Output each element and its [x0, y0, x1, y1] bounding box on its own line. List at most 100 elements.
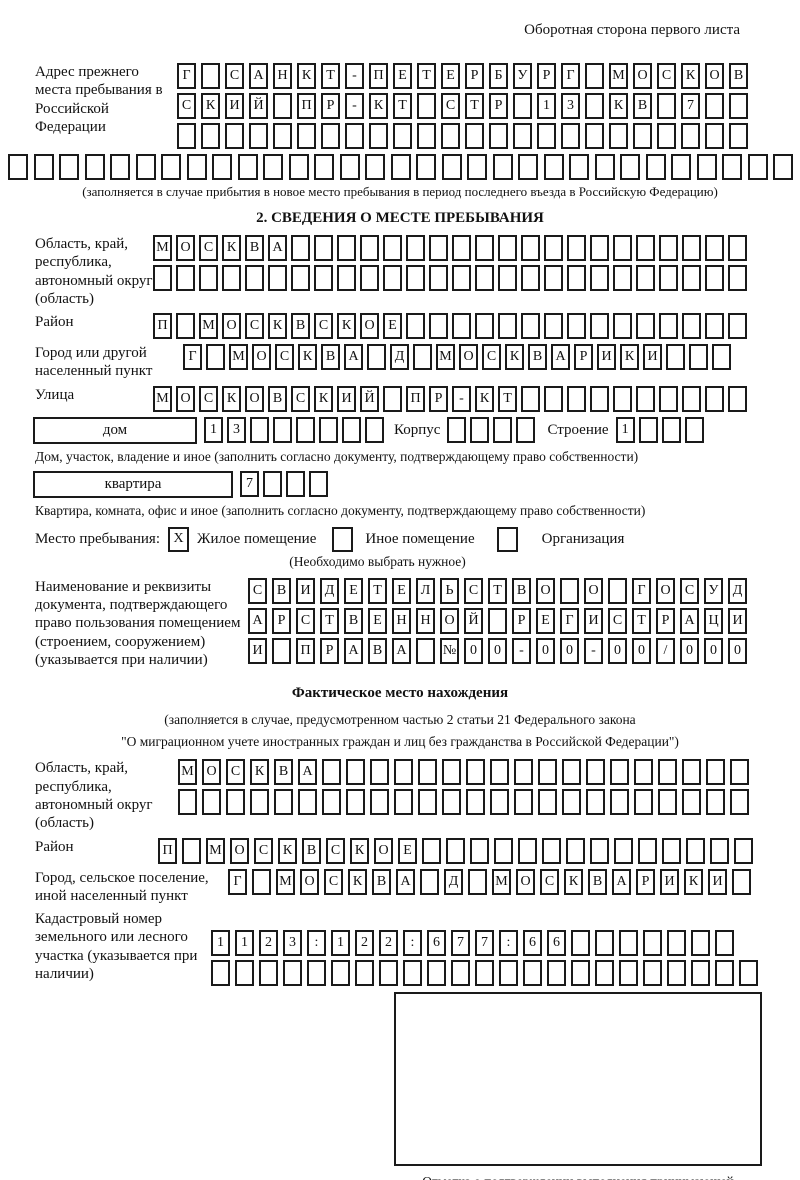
char-cell[interactable]	[337, 265, 356, 291]
char-cell[interactable]: К	[298, 344, 317, 371]
char-cell[interactable]	[747, 154, 768, 180]
char-cell[interactable]: 1	[537, 93, 556, 119]
char-cell[interactable]	[182, 837, 201, 864]
char-cell[interactable]	[662, 837, 681, 864]
char-cell[interactable]	[467, 154, 487, 180]
char-cell[interactable]	[403, 960, 422, 987]
char-cell[interactable]: В	[302, 837, 321, 864]
char-cell[interactable]	[225, 123, 244, 149]
char-cell[interactable]	[619, 930, 638, 957]
char-cell[interactable]	[176, 265, 195, 291]
char-cell[interactable]: В	[368, 637, 387, 664]
char-cell[interactable]	[309, 471, 328, 498]
char-cell[interactable]: К	[609, 93, 628, 119]
char-cell[interactable]	[314, 235, 333, 261]
char-cell[interactable]: Л	[416, 577, 435, 604]
char-cell[interactable]: 7	[240, 471, 259, 498]
char-cell[interactable]: -	[584, 637, 603, 664]
char-cell[interactable]: К	[348, 868, 367, 895]
char-cell[interactable]	[590, 235, 609, 261]
char-cell[interactable]	[657, 123, 676, 149]
char-cell[interactable]: 0	[560, 637, 579, 664]
char-cell[interactable]	[319, 417, 338, 444]
char-cell[interactable]: П	[406, 385, 425, 412]
char-cell[interactable]	[272, 637, 291, 664]
char-cell[interactable]	[321, 123, 340, 149]
char-cell[interactable]	[442, 789, 461, 816]
char-cell[interactable]: К	[314, 385, 333, 412]
char-cell[interactable]: 6	[547, 930, 566, 957]
char-cell[interactable]	[59, 154, 79, 180]
char-cell[interactable]	[634, 789, 653, 816]
char-cell[interactable]	[418, 789, 437, 816]
char-cell[interactable]: Е	[393, 63, 412, 89]
char-cell[interactable]	[585, 63, 604, 89]
char-cell[interactable]	[274, 789, 293, 816]
char-cell[interactable]	[516, 417, 536, 444]
char-cell[interactable]	[468, 868, 487, 895]
char-cell[interactable]	[671, 154, 691, 180]
char-cell[interactable]: В	[272, 577, 291, 604]
char-cell[interactable]: Г	[183, 344, 202, 371]
char-cell[interactable]	[544, 265, 563, 291]
char-cell[interactable]: -	[452, 385, 471, 412]
char-cell[interactable]	[342, 417, 361, 444]
char-cell[interactable]: О	[440, 607, 459, 634]
char-cell[interactable]: А	[249, 63, 268, 89]
char-cell[interactable]	[322, 789, 341, 816]
char-cell[interactable]	[186, 154, 207, 180]
char-cell[interactable]: О	[360, 313, 379, 340]
char-cell[interactable]: -	[512, 637, 531, 664]
char-cell[interactable]: 1	[615, 417, 635, 444]
char-cell[interactable]: Р	[512, 607, 531, 634]
char-cell[interactable]	[730, 789, 749, 816]
char-cell[interactable]: О	[633, 63, 652, 89]
char-cell[interactable]	[475, 313, 494, 340]
char-cell[interactable]	[659, 265, 678, 291]
char-cell[interactable]: И	[597, 344, 616, 371]
char-cell[interactable]: -	[345, 93, 364, 119]
stay-type-checkbox-organization[interactable]	[496, 526, 518, 552]
char-cell[interactable]: С	[226, 759, 245, 786]
char-cell[interactable]	[369, 123, 388, 149]
char-cell[interactable]: О	[705, 63, 724, 89]
char-cell[interactable]	[422, 837, 441, 864]
char-cell[interactable]	[567, 313, 586, 340]
char-cell[interactable]: Т	[632, 607, 651, 634]
char-cell[interactable]	[585, 93, 604, 119]
char-cell[interactable]: И	[660, 868, 679, 895]
char-cell[interactable]: В	[321, 344, 340, 371]
char-cell[interactable]	[715, 930, 734, 957]
char-cell[interactable]	[177, 123, 196, 149]
char-cell[interactable]	[235, 960, 254, 987]
char-cell[interactable]	[245, 265, 264, 291]
char-cell[interactable]: К	[278, 837, 297, 864]
char-cell[interactable]: О	[374, 837, 393, 864]
char-cell[interactable]	[514, 789, 533, 816]
char-cell[interactable]	[202, 789, 221, 816]
char-cell[interactable]	[729, 93, 748, 119]
char-cell[interactable]	[452, 235, 471, 261]
char-cell[interactable]	[710, 837, 729, 864]
char-cell[interactable]	[490, 759, 509, 786]
char-cell[interactable]: Т	[498, 385, 517, 412]
char-cell[interactable]: М	[153, 235, 172, 261]
char-cell[interactable]	[383, 265, 402, 291]
char-cell[interactable]	[383, 235, 402, 261]
char-cell[interactable]	[609, 123, 628, 149]
char-cell[interactable]: 1	[211, 930, 230, 957]
char-cell[interactable]	[633, 123, 652, 149]
char-cell[interactable]	[490, 789, 509, 816]
char-cell[interactable]	[571, 960, 590, 987]
char-cell[interactable]	[135, 154, 156, 180]
char-cell[interactable]	[298, 789, 317, 816]
char-cell[interactable]	[259, 960, 278, 987]
char-cell[interactable]	[452, 265, 471, 291]
char-cell[interactable]: К	[564, 868, 583, 895]
char-cell[interactable]: :	[499, 930, 518, 957]
char-cell[interactable]	[562, 789, 581, 816]
char-cell[interactable]: Е	[441, 63, 460, 89]
char-cell[interactable]: 1	[235, 930, 254, 957]
char-cell[interactable]	[585, 123, 604, 149]
char-cell[interactable]: С	[540, 868, 559, 895]
